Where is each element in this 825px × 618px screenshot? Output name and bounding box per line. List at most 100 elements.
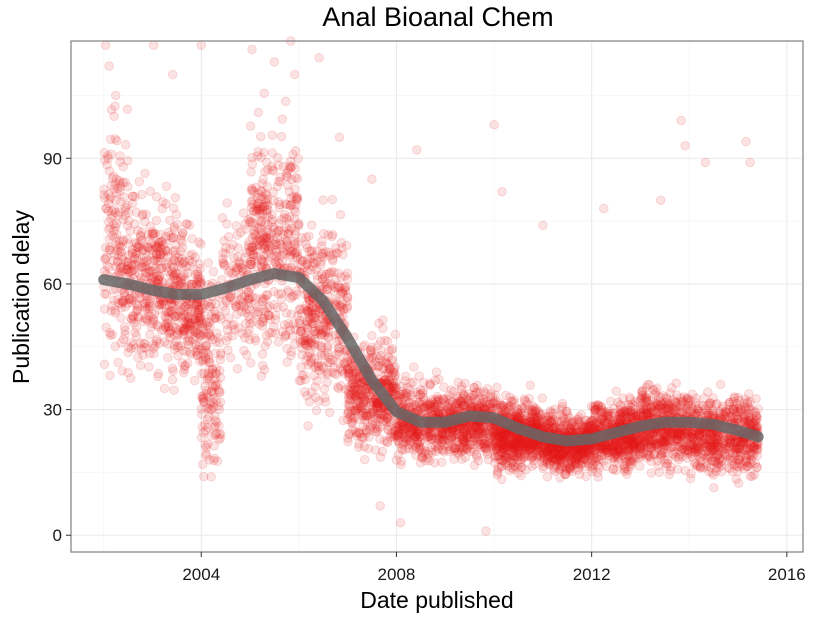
- data-point: [542, 472, 553, 482]
- data-point: [161, 231, 171, 242]
- data-point: [120, 205, 131, 216]
- data-point: [153, 371, 163, 382]
- data-point: [239, 345, 249, 356]
- data-point: [185, 250, 195, 261]
- data-point: [248, 249, 259, 260]
- data-point: [313, 358, 323, 369]
- data-point: [130, 327, 140, 338]
- data-point: [292, 173, 303, 184]
- data-point: [165, 328, 175, 338]
- data-point: [101, 203, 112, 214]
- data-point: [161, 181, 172, 192]
- data-point: [335, 209, 346, 220]
- data-point: [109, 111, 119, 121]
- data-point: [217, 213, 228, 223]
- data-point: [257, 191, 267, 202]
- data-point: [269, 300, 279, 310]
- data-point: [419, 449, 430, 459]
- data-point: [538, 448, 548, 459]
- data-point: [383, 424, 393, 435]
- data-point: [431, 367, 442, 377]
- data-point: [551, 454, 561, 464]
- data-point: [304, 231, 314, 241]
- data-point: [131, 207, 142, 218]
- data-point: [170, 245, 180, 256]
- data-point: [310, 382, 321, 392]
- data-point: [103, 189, 114, 200]
- data-point: [133, 226, 143, 236]
- data-point: [173, 252, 184, 263]
- data-point: [110, 221, 121, 232]
- data-point: [611, 386, 621, 396]
- data-point: [159, 383, 170, 394]
- data-point: [103, 198, 114, 209]
- data-point: [323, 230, 334, 240]
- data-point: [155, 229, 166, 240]
- data-point: [537, 393, 548, 403]
- data-point: [427, 433, 437, 444]
- data-point: [302, 390, 312, 401]
- data-point: [203, 320, 213, 331]
- data-point: [344, 372, 355, 382]
- data-point: [118, 177, 128, 188]
- data-point: [112, 136, 122, 146]
- data-point: [168, 246, 178, 257]
- data-point: [135, 230, 146, 240]
- data-point: [303, 360, 313, 370]
- data-point: [158, 297, 169, 308]
- data-point: [120, 202, 130, 213]
- data-point: [117, 366, 127, 376]
- data-point: [150, 341, 160, 351]
- data-point: [99, 190, 109, 200]
- data-point: [167, 302, 178, 312]
- data-point: [103, 206, 114, 216]
- data-point: [282, 357, 292, 367]
- data-point: [237, 259, 247, 270]
- data-point: [263, 200, 273, 210]
- data-point: [123, 207, 134, 218]
- data-point: [110, 305, 120, 315]
- data-point: [541, 419, 552, 429]
- data-point: [156, 299, 167, 310]
- data-point: [137, 244, 147, 255]
- data-point: [516, 470, 526, 481]
- data-point: [117, 261, 127, 272]
- data-point: [139, 253, 150, 263]
- data-point: [225, 352, 236, 363]
- data-point: [245, 121, 256, 131]
- data-point: [121, 257, 132, 267]
- data-point: [221, 295, 232, 306]
- data-point: [203, 258, 214, 268]
- data-point: [115, 263, 126, 274]
- data-point: [164, 257, 174, 267]
- data-point: [188, 334, 198, 345]
- data-point: [529, 455, 539, 466]
- data-point: [136, 262, 147, 272]
- data-point: [144, 310, 154, 321]
- data-point: [189, 375, 200, 386]
- data-point: [118, 236, 128, 247]
- data-point: [608, 408, 619, 418]
- data-point: [303, 421, 313, 431]
- data-point: [107, 329, 118, 340]
- data-point: [599, 417, 610, 427]
- data-point: [118, 334, 129, 345]
- data-point: [186, 349, 196, 360]
- data-point: [390, 329, 401, 340]
- data-point: [129, 318, 139, 328]
- data-point: [247, 159, 258, 169]
- data-point: [234, 323, 244, 333]
- data-point: [478, 393, 489, 404]
- data-point: [219, 236, 229, 246]
- data-point: [147, 228, 158, 239]
- data-point: [267, 148, 278, 158]
- data-point: [306, 337, 316, 347]
- data-point: [203, 349, 214, 360]
- data-point: [170, 273, 181, 283]
- data-point: [168, 232, 179, 243]
- data-point: [285, 156, 296, 166]
- data-point: [137, 245, 147, 256]
- data-point: [343, 364, 353, 374]
- data-point: [111, 195, 121, 205]
- data-point: [150, 228, 160, 239]
